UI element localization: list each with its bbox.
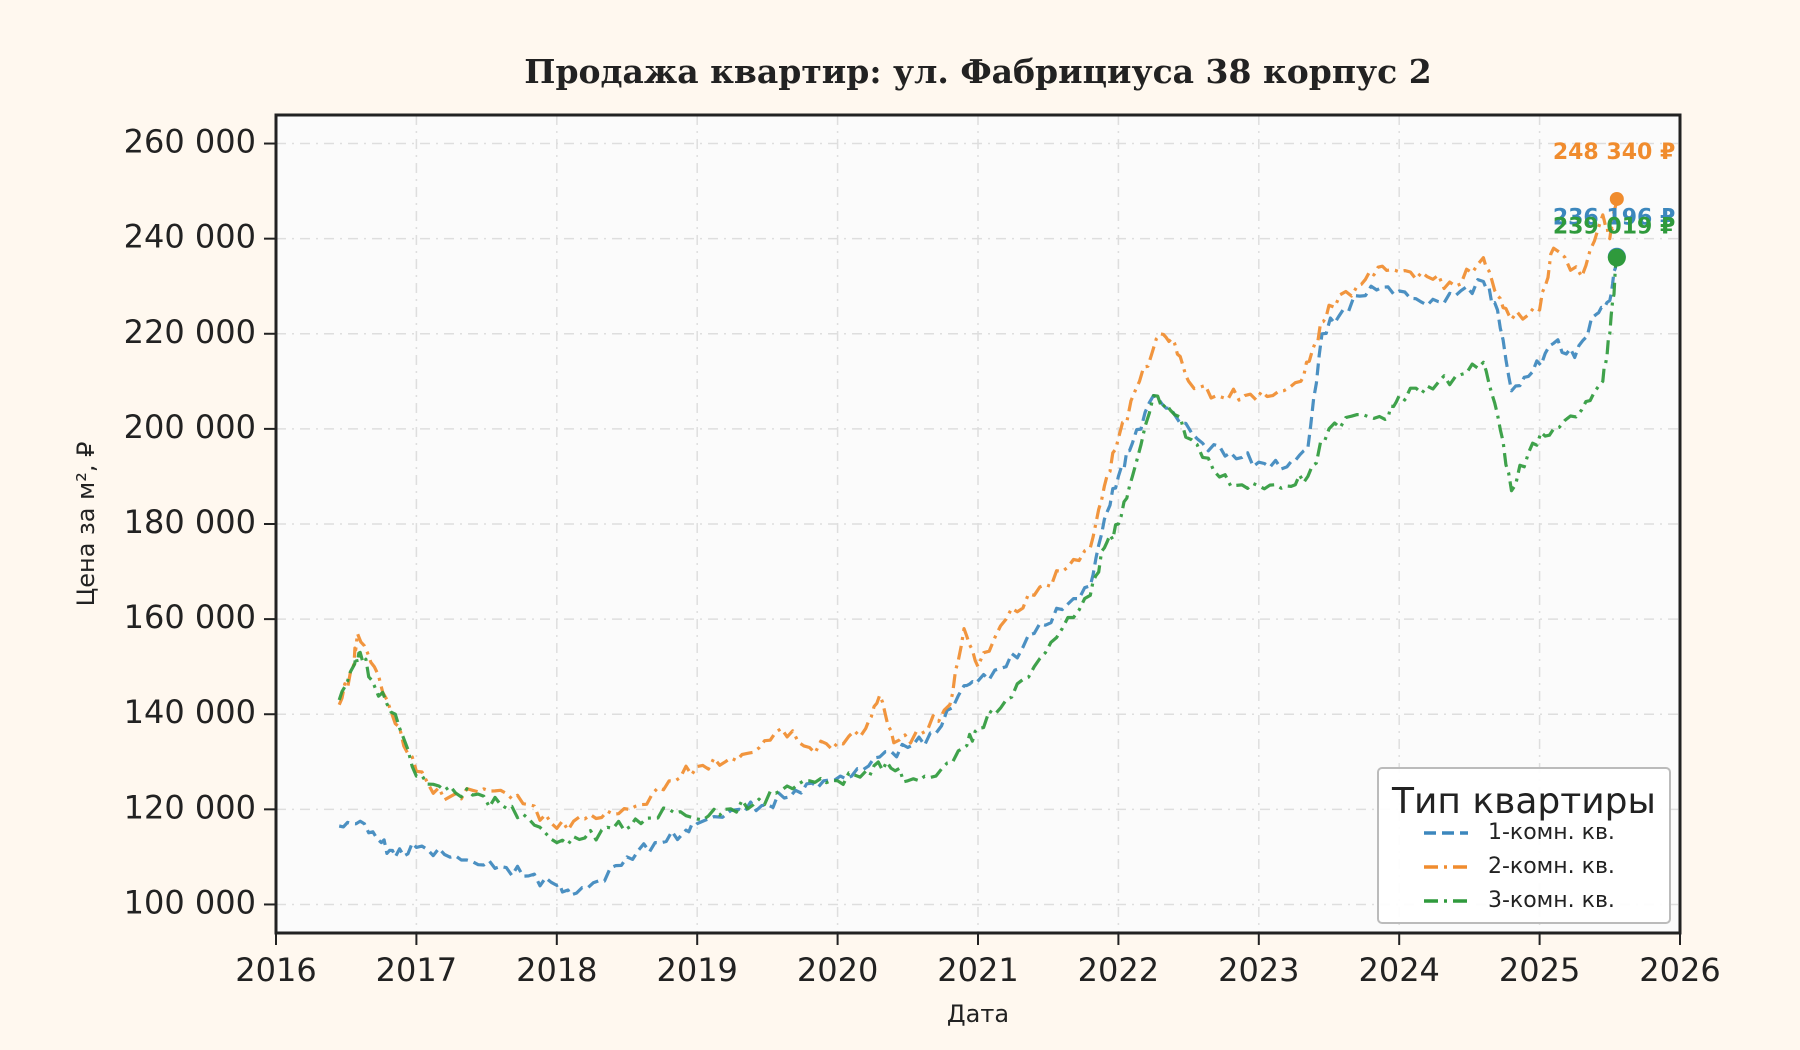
y-tick-label: 180 000 bbox=[124, 503, 256, 541]
x-axis-label: Дата bbox=[947, 1000, 1009, 1028]
value-annotation: 248 340 ₽ bbox=[1553, 140, 1675, 165]
x-tick-label: 2018 bbox=[516, 951, 597, 989]
plot-frame bbox=[274, 113, 1682, 935]
x-tick-label: 2021 bbox=[937, 951, 1018, 989]
x-tick-label: 2019 bbox=[656, 951, 737, 989]
series-endpoint-3 bbox=[1607, 248, 1626, 267]
x-axis: 2016 2017 2018 2019 2020 2021 2022 2023 2024 2025… bbox=[235, 933, 1721, 989]
legend-label-1: 1-комн. кв. bbox=[1488, 820, 1615, 845]
y-tick-label: 100 000 bbox=[124, 883, 256, 921]
y-tick-label: 140 000 bbox=[124, 693, 256, 731]
x-tick-label: 2025 bbox=[1499, 951, 1580, 989]
legend-label-2: 2-комн. кв. bbox=[1488, 854, 1615, 879]
y-axis: 100 000 120 000 140 000 160 000 180 000 200 0… bbox=[124, 123, 276, 921]
y-tick-label: 220 000 bbox=[124, 313, 256, 351]
legend: Тип квартиры 1-комн. кв. 2-комн. кв. 3-ком… bbox=[1377, 767, 1671, 924]
y-tick-label: 120 000 bbox=[124, 788, 256, 826]
y-tick-label: 260 000 bbox=[124, 123, 256, 161]
series-line-1 bbox=[338, 256, 1619, 897]
y-tick-label: 240 000 bbox=[124, 218, 256, 256]
x-tick-label: 2017 bbox=[376, 951, 457, 989]
y-tick-label: 160 000 bbox=[124, 598, 256, 636]
value-annotation: 239 019 ₽ bbox=[1553, 215, 1675, 240]
y-tick-label: 200 000 bbox=[124, 408, 256, 446]
series-group bbox=[337, 191, 1626, 897]
x-tick-label: 2024 bbox=[1358, 951, 1439, 989]
series-line-3 bbox=[337, 257, 1619, 846]
legend-label-3: 3-комн. кв. bbox=[1488, 888, 1615, 913]
x-tick-label: 2023 bbox=[1218, 951, 1299, 989]
y-axis-label: Цена за м², ₽ bbox=[72, 442, 100, 607]
x-tick-label: 2026 bbox=[1639, 951, 1720, 989]
value-annotation: 236 196 ₽ bbox=[1553, 206, 1675, 231]
x-tick-label: 2016 bbox=[235, 951, 316, 989]
series-line-2 bbox=[337, 198, 1619, 832]
legend-title: Тип квартиры bbox=[1391, 781, 1656, 822]
series-endpoint-2 bbox=[1609, 191, 1624, 206]
annotations: 248 340 ₽ 236 196 ₽239 019 ₽ bbox=[1553, 140, 1675, 240]
legend-box bbox=[1377, 767, 1671, 924]
x-tick-label: 2022 bbox=[1078, 951, 1159, 989]
x-tick-label: 2020 bbox=[797, 951, 878, 989]
chart-title: Продажа квартир: ул. Фабрициуса 38 корпу… bbox=[524, 52, 1431, 91]
